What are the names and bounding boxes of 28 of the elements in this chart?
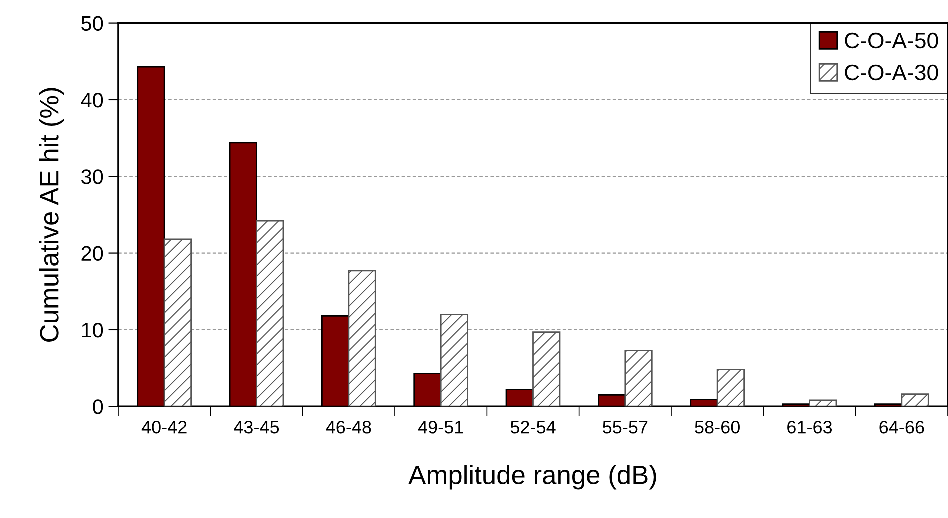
y-axis-title: Cumulative AE hit (%) (39, 88, 64, 342)
bar (901, 394, 930, 407)
x-tick-label: 61-63 (788, 420, 832, 434)
x-tick-label: 40-42 (142, 420, 187, 434)
legend-label: C-O-A-30 (845, 64, 938, 81)
x-tick-label: 55-57 (603, 421, 648, 434)
legend-label: C-O-A-50 (845, 32, 938, 49)
bar (716, 369, 746, 407)
x-tick-label: 52-54 (510, 420, 556, 434)
bar (624, 350, 653, 407)
y-tick-label: 20 (82, 246, 104, 262)
bar (256, 220, 284, 407)
x-tick-label: 49-51 (418, 420, 464, 434)
bar (809, 400, 838, 407)
y-tick-label: 50 (82, 16, 104, 32)
x-tick-label: 46-48 (326, 420, 372, 434)
bar (348, 270, 376, 407)
x-axis-title: Amplitude range (dB) (408, 465, 656, 490)
bar (532, 332, 561, 407)
y-tick-label: 30 (82, 170, 104, 184)
y-tick-label: 10 (82, 322, 104, 338)
bar (440, 314, 469, 407)
y-tick-label: 40 (81, 92, 104, 108)
x-tick-label: 43-45 (234, 420, 280, 434)
y-tick-label: 0 (93, 400, 104, 414)
x-tick-label: 64-66 (880, 420, 924, 434)
x-tick-label: 58-60 (695, 420, 740, 434)
bar (164, 238, 192, 407)
